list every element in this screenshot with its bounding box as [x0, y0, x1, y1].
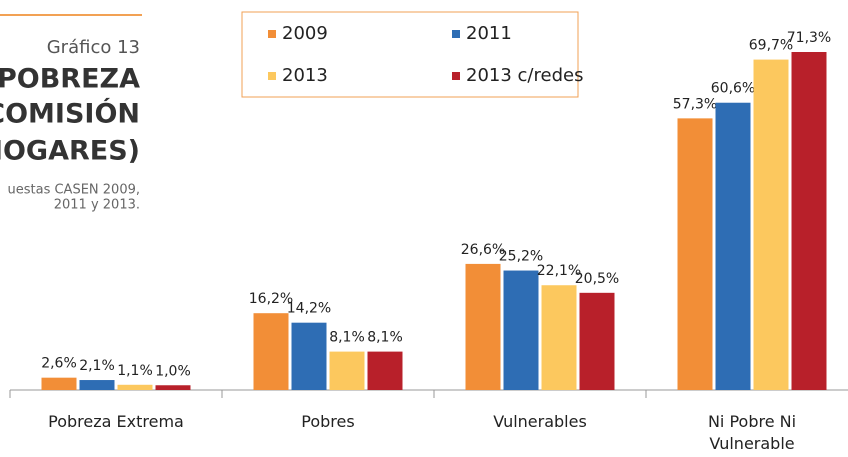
value-label: 26,6% — [461, 242, 505, 258]
source-note: 2011 y 2013. — [54, 198, 140, 213]
value-label: 57,3% — [673, 96, 717, 112]
bar — [579, 292, 615, 390]
bar — [41, 377, 77, 390]
bar — [677, 118, 713, 390]
bar — [715, 102, 751, 391]
legend-label: 2009 — [282, 23, 328, 44]
bar — [465, 263, 501, 390]
source-note: uestas CASEN 2009, — [8, 183, 141, 198]
value-label: 22,1% — [537, 263, 581, 279]
value-label: 71,3% — [787, 30, 831, 46]
value-label: 25,2% — [499, 249, 543, 265]
value-label: 1,0% — [155, 363, 191, 379]
figure-title: LA COMISIÓN — [0, 98, 140, 130]
x-tick-label: Pobreza Extrema — [48, 412, 184, 431]
x-tick-label: Pobres — [301, 412, 355, 431]
legend-swatch — [268, 30, 276, 38]
bar — [329, 351, 365, 390]
bar — [791, 52, 827, 390]
bar — [367, 351, 403, 390]
x-tick-label: Ni Pobre Ni Vulnerable — [707, 412, 797, 453]
bar — [155, 385, 191, 390]
value-label: 69,7% — [749, 38, 793, 54]
value-label: 8,1% — [329, 330, 365, 346]
value-label: 60,6% — [711, 81, 755, 97]
legend-label: 2013 c/redes — [466, 65, 583, 86]
legend-swatch — [268, 72, 276, 80]
value-label: 1,1% — [117, 363, 153, 379]
bar — [253, 313, 289, 390]
legend-swatch — [452, 72, 460, 80]
figure-label: Gráfico 13 — [47, 37, 140, 58]
bar — [291, 322, 327, 390]
value-label: 20,5% — [575, 271, 619, 287]
figure-title: LA POBREZA — [0, 64, 140, 95]
legend-box — [241, 11, 579, 98]
legend-swatch — [452, 30, 460, 38]
x-tick-label: Vulnerables — [493, 412, 587, 431]
bar — [117, 384, 153, 390]
bar — [541, 285, 577, 390]
legend-label: 2011 — [466, 23, 512, 44]
value-label: 2,1% — [79, 358, 115, 374]
value-label: 16,2% — [249, 291, 293, 307]
value-label: 8,1% — [367, 330, 403, 346]
bar — [79, 380, 115, 390]
bar — [503, 270, 539, 390]
value-label: 2,6% — [41, 356, 77, 372]
figure-title: DE HOGARES) — [0, 136, 140, 167]
legend-label: 2013 — [282, 65, 328, 86]
bar — [753, 59, 789, 391]
value-label: 14,2% — [287, 301, 331, 317]
